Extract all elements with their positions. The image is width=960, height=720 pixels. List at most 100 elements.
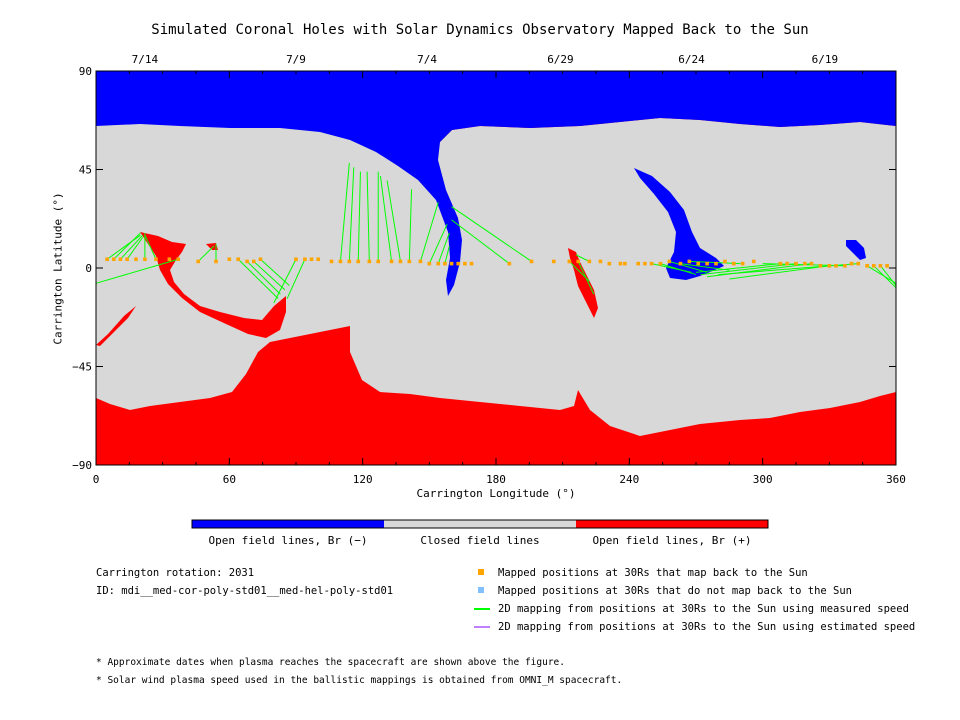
mapped-point-4 [134,257,138,262]
x-tick-label-360: 360 [886,473,906,486]
mapping-line-17 [357,171,361,262]
chart-title: Simulated Coronal Holes with Solar Dynam… [151,22,809,38]
mapped-point-5 [143,257,147,262]
y-tick-label--45: −45 [72,361,92,374]
colorbar-segment-2 [576,520,768,528]
mapping-line-38 [700,263,797,276]
legend-marker-3 [474,626,490,628]
mapping-line-34 [669,260,708,273]
mapped-point-66 [818,264,823,268]
legend-label-1: Mapped positions at 30Rs that do not map… [498,585,853,597]
x-tick-label-180: 180 [486,473,506,486]
x-tick-label-0: 0 [93,473,100,486]
y-tick-label-45: 45 [79,164,92,177]
colorbar-label-0: Open field lines, Br (−) [208,534,368,547]
x-axis-label: Carrington Longitude (°) [416,487,576,500]
mapped-point-36 [469,261,474,266]
mapped-point-29 [418,259,423,264]
mapped-point-0 [105,257,109,262]
mapped-point-25 [376,259,381,264]
closed-field-region [96,114,896,436]
note-dates: * Approximate dates when plasma reaches … [96,657,565,668]
mapped-point-52 [678,261,683,266]
mapping-line-28 [451,206,532,262]
axes-layer: 0 60 120 180 240 300 360 90 45 0 −45 −90 7/14 7/9 7/4 6… [72,53,906,486]
map-layer [96,71,896,465]
mapping-line-11 [253,261,286,291]
legend-label-3: 2D mapping from positions at 30Rs to the… [498,621,916,633]
mapping-line-1 [113,232,141,260]
mapping-line-5 [144,234,157,260]
mapped-point-50 [658,261,663,266]
y-axis-label: Carrington Latitude (°) [51,192,65,345]
mapped-point-26 [389,259,394,264]
y-tick-label-90: 90 [79,65,92,78]
mapping-line-25 [437,232,450,264]
coronal-hole-red-53 [206,243,218,250]
date-label-1: 7/9 [286,53,306,66]
mapping-line-22 [408,189,413,262]
mapped-point-21 [338,259,343,264]
mapping-line-13 [273,259,297,304]
mapped-point-41 [576,259,581,264]
mapping-line-44 [873,265,897,289]
mapped-point-9 [196,259,201,264]
mapped-point-65 [809,261,814,266]
mapped-point-40 [567,259,572,264]
mapping-line-26 [444,245,450,264]
mapped-point-63 [794,261,798,266]
colorbar-frame [191,519,769,529]
legend-marker-2 [474,608,490,610]
mapped-point-39 [551,259,556,264]
mapped-point-6 [154,257,158,262]
model-id-text: ID: mdi__med-cor-poly-std01__med-hel-pol… [96,585,394,597]
x-tick-label-300: 300 [753,473,773,486]
mapping-line-0 [106,234,141,260]
carrington-rotation-text: Carrington rotation: 2031 [96,567,255,579]
mapping-line-37 [695,263,781,273]
mapped-point-2 [118,257,123,262]
date-label-3: 6/29 [547,53,574,66]
mapped-point-42 [587,259,592,264]
mapped-point-48 [643,261,647,266]
mapped-point-1 [111,257,116,262]
mapping-line-3 [126,237,144,260]
mapped-point-70 [849,261,854,266]
mapped-point-46 [623,261,627,266]
x-tick-label-240: 240 [619,473,639,486]
mapped-point-3 [125,257,129,262]
mapped-point-56 [714,261,718,266]
x-tick-label-120: 120 [353,473,373,486]
mapped-point-20 [329,259,334,264]
mapped-point-27 [398,259,403,264]
mapped-point-11 [227,257,232,262]
mapped-point-62 [785,261,789,266]
mapping-line-6 [95,258,179,284]
y-tick-label--90: −90 [72,459,92,472]
mapped-point-57 [723,259,727,264]
mapping-line-40 [729,265,830,280]
legend-marker-1 [478,587,484,593]
mapped-point-30 [427,261,432,266]
x-tick-label-60: 60 [223,473,236,486]
legend-label-0: Mapped positions at 30Rs that map back t… [498,567,808,579]
colorbar-segment-1 [384,520,576,528]
mapping-line-14 [286,259,306,299]
mapped-point-13 [245,259,249,264]
mapped-point-54 [696,261,701,266]
colorbar [191,519,769,529]
mapped-point-55 [705,261,709,266]
coronal-hole-red-10 [96,306,136,346]
mapped-point-14 [251,259,256,264]
mapped-point-24 [367,259,372,264]
legend-marker-0 [478,569,484,575]
mapped-point-18 [309,257,314,262]
coronal-hole-blue-260 [634,168,724,280]
mapped-point-8 [176,257,181,262]
y-tick-label-0: 0 [85,262,92,275]
mapped-point-35 [463,261,467,266]
mapped-point-53 [687,259,692,264]
mapping-line-43 [866,265,897,284]
mapped-points-layer [105,257,889,268]
